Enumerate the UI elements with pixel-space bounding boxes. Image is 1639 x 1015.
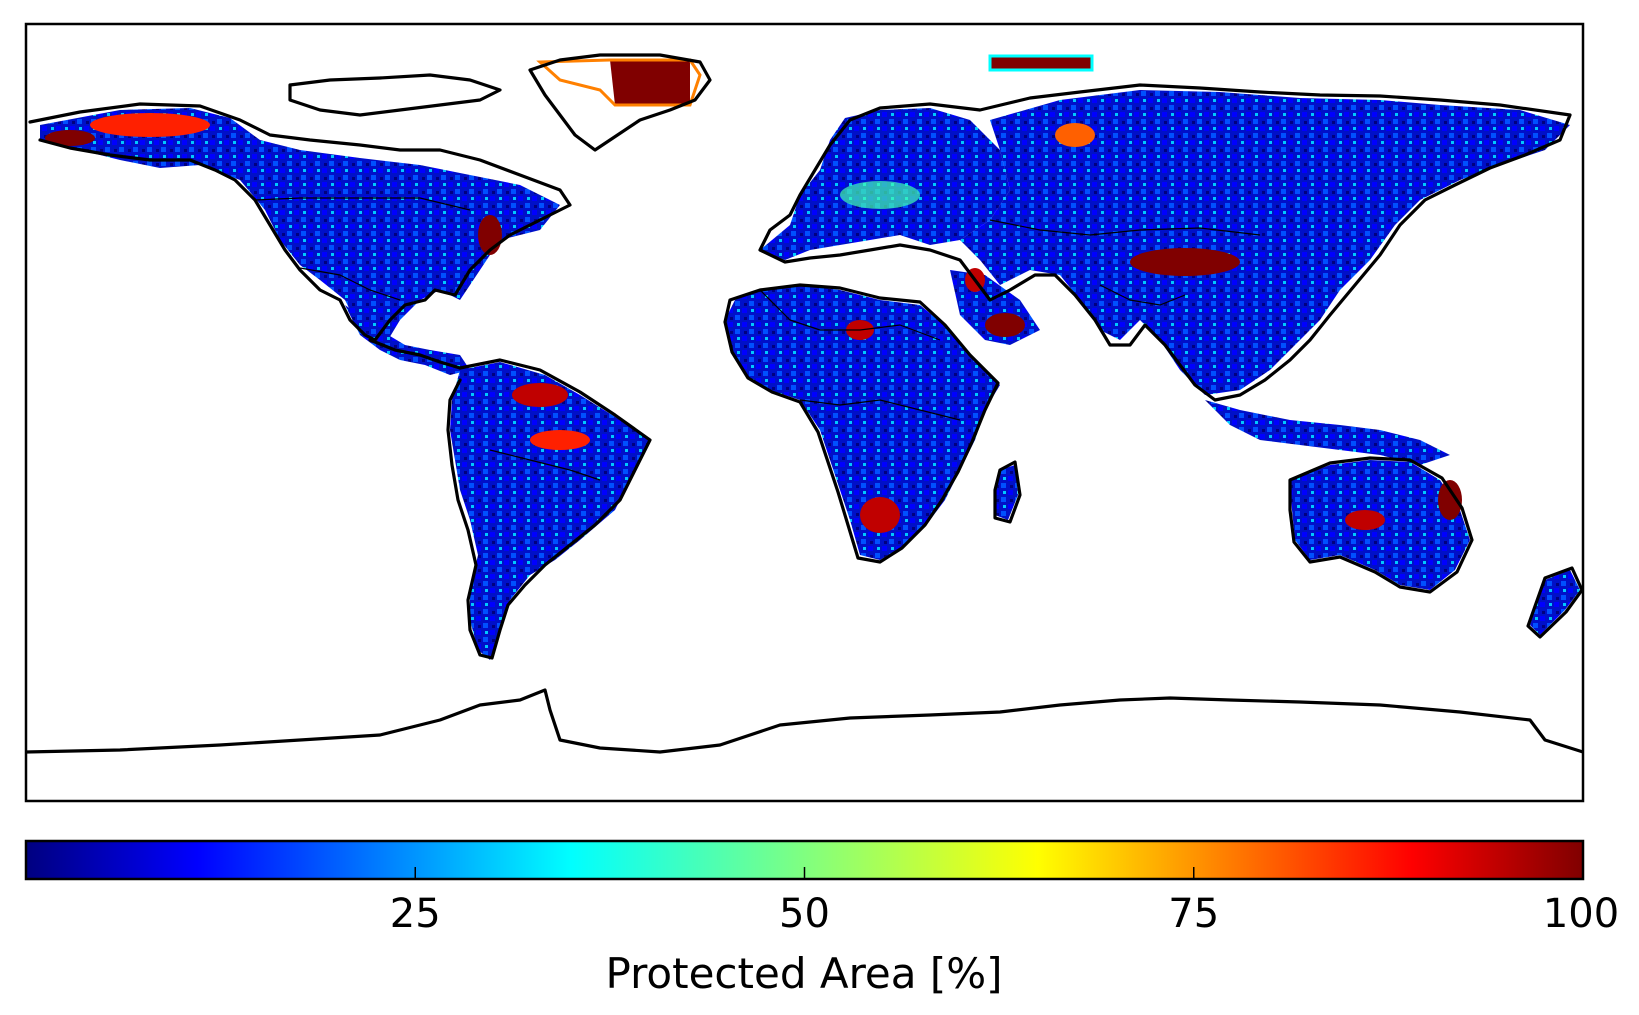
region-asia bbox=[960, 90, 1570, 395]
region-africa bbox=[725, 285, 1000, 560]
colorbar-tick-label-25: 25 bbox=[390, 891, 441, 937]
colorbar-tick-labels: 25 50 75 100 bbox=[390, 891, 1619, 937]
hotspot-kazakh bbox=[840, 181, 920, 209]
colorbar-tick-label-75: 75 bbox=[1168, 891, 1219, 937]
hotspot-tibet bbox=[1130, 248, 1240, 276]
region-central-america bbox=[345, 305, 470, 375]
coast-eurasia bbox=[758, 83, 1572, 402]
hotspot-amazon bbox=[530, 430, 590, 450]
hotspot-arabia bbox=[985, 313, 1025, 337]
coast-australia bbox=[1288, 456, 1474, 594]
hotspot-siberia bbox=[1055, 123, 1095, 147]
coast-south-america bbox=[446, 358, 652, 660]
hotspot-namibia bbox=[860, 497, 900, 533]
coast-greenland bbox=[528, 53, 712, 152]
colorbar-label: Protected Area [%] bbox=[605, 949, 1002, 998]
border-africa-central bbox=[799, 399, 961, 421]
coast-antarctica bbox=[26, 688, 1583, 754]
coast-arctic-islands bbox=[288, 73, 502, 117]
region-new-zealand bbox=[1530, 570, 1580, 635]
region-arctic-strip bbox=[988, 54, 1094, 72]
region-south-america bbox=[450, 362, 650, 660]
country-borders bbox=[254, 197, 1261, 481]
coast-new-zealand bbox=[1526, 566, 1583, 639]
border-south-america bbox=[489, 449, 601, 481]
map-frame bbox=[24, 22, 1585, 803]
coast-africa bbox=[723, 283, 1000, 564]
border-eurasia bbox=[989, 219, 1261, 236]
colorbar-ticks bbox=[414, 867, 1584, 879]
hotspot-venezuela bbox=[512, 383, 568, 407]
map-panel bbox=[24, 22, 1585, 803]
colorbar: 25 50 75 100 Protected Area [%] bbox=[24, 839, 1619, 998]
region-madagascar bbox=[995, 465, 1018, 520]
region-greenland bbox=[610, 60, 690, 105]
border-us-canada bbox=[254, 197, 471, 211]
hotspot-australia-central bbox=[1345, 510, 1385, 530]
coast-north-america bbox=[28, 102, 572, 342]
border-africa-north bbox=[759, 289, 941, 341]
coast-central-america bbox=[368, 338, 462, 370]
protected-area-layer bbox=[40, 54, 1580, 660]
hotspot-australia-east bbox=[1438, 480, 1462, 520]
coast-madagascar bbox=[993, 460, 1022, 524]
region-north-america bbox=[40, 108, 560, 345]
region-greenland-edge bbox=[536, 58, 702, 107]
hotspot-alaska bbox=[90, 113, 210, 137]
coastlines bbox=[26, 53, 1583, 754]
region-maritime-se-asia bbox=[1205, 400, 1450, 465]
border-india bbox=[1099, 284, 1186, 306]
border-us-mexico bbox=[299, 267, 401, 301]
colorbar-tick-label-50: 50 bbox=[779, 891, 830, 937]
colorbar-tick-label-100: 100 bbox=[1543, 891, 1619, 937]
hotspot-alaska-core bbox=[45, 130, 95, 146]
